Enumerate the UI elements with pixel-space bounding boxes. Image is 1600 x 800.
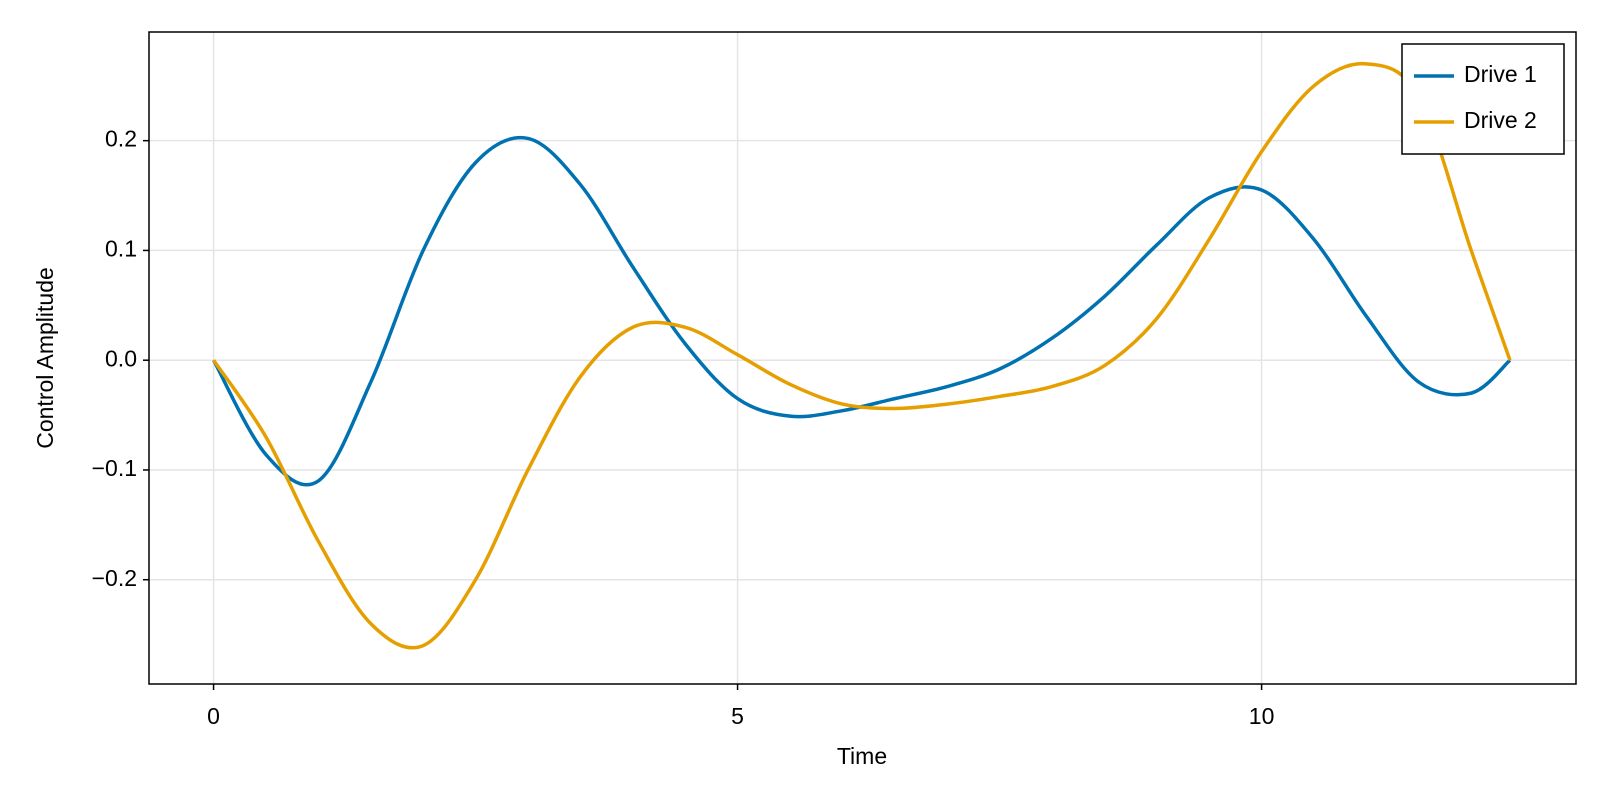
y-tick-label: −0.2 [92,565,137,591]
y-tick-label: 0.1 [105,236,137,262]
line-series [212,61,1512,650]
y-tick-label: −0.1 [92,455,137,481]
x-axis-label: Time [837,743,887,769]
legend-label: Drive 2 [1464,107,1537,133]
y-tick-label: 0.2 [105,126,137,152]
plot-frame [148,31,1577,685]
x-tick-label: 5 [731,703,744,729]
x-tick-label: 10 [1249,703,1275,729]
x-tick-label: 0 [207,703,220,729]
y-axis-label: Control Amplitude [32,267,58,449]
legend-label: Drive 1 [1464,61,1537,87]
y-tick-label: 0.0 [105,345,137,371]
legend-box [1401,43,1565,155]
line-series [212,135,1512,487]
